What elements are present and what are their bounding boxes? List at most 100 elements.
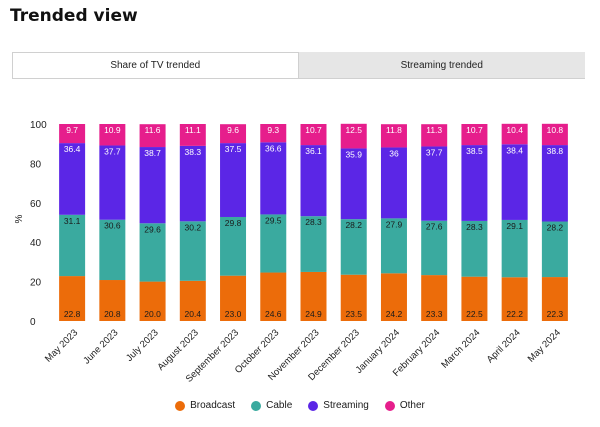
data-label: 23.0 [225, 309, 242, 319]
data-label: 11.6 [145, 125, 161, 135]
x-tick-label: May 2024 [526, 327, 563, 364]
data-label: 36.6 [265, 143, 282, 153]
data-label: 22.5 [466, 309, 483, 319]
legend-item-cable[interactable]: Cable [251, 400, 292, 411]
data-label: 31.1 [64, 216, 81, 226]
bar-segment-cable [541, 221, 568, 278]
bar-segment-broadcast [59, 276, 86, 321]
data-label: 38.8 [547, 146, 564, 156]
data-label: 12.5 [345, 125, 362, 135]
bar-segment-streaming [421, 146, 448, 221]
bar-segment-cable [461, 220, 488, 277]
data-label: 22.2 [506, 309, 523, 319]
data-label: 29.6 [144, 224, 161, 234]
data-label: 24.6 [265, 309, 282, 319]
bar-segment-broadcast [139, 281, 166, 321]
bar-segment-other [421, 124, 448, 147]
bar-segment-broadcast [541, 277, 568, 321]
data-label: 11.1 [185, 125, 201, 135]
tab-bar: Share of TV trended Streaming trended [12, 52, 585, 78]
bar-segment-cable [421, 220, 448, 276]
bar-segment-other [99, 124, 126, 146]
bar-segment-broadcast [421, 275, 448, 321]
data-label: 9.6 [227, 125, 239, 135]
data-label: 27.9 [386, 219, 403, 229]
data-label: 38.7 [144, 148, 161, 158]
data-label: 22.3 [547, 309, 564, 319]
bar-segment-broadcast [340, 274, 367, 321]
bar-segment-streaming [461, 145, 488, 221]
bar-segment-other [139, 124, 166, 148]
y-tick-label: 0 [30, 317, 36, 328]
data-label: 37.7 [426, 147, 443, 157]
data-label: 30.6 [104, 221, 121, 231]
legend-item-streaming[interactable]: Streaming [308, 400, 369, 411]
data-label: 28.2 [547, 223, 564, 233]
legend-cable-swatch [251, 400, 262, 411]
data-label: 10.7 [305, 125, 322, 135]
legend-broadcast-label: Broadcast [190, 400, 236, 411]
bar-segment-broadcast [99, 280, 126, 321]
y-tick-label: 20 [30, 278, 42, 289]
legend-broadcast-swatch [175, 400, 186, 411]
bar-segment-streaming [340, 148, 367, 220]
y-tick-label: 100 [30, 120, 47, 131]
bar-segment-broadcast [260, 272, 287, 321]
data-label: 23.3 [426, 309, 443, 319]
bar-segment-cable [139, 223, 166, 282]
legend-item-other[interactable]: Other [384, 400, 425, 411]
data-label: 30.2 [185, 222, 202, 232]
data-label: 28.3 [466, 222, 483, 232]
bar-segment-broadcast [300, 271, 327, 321]
data-label: 36.4 [64, 144, 81, 154]
tab-streaming-trended[interactable]: Streaming trended [298, 52, 585, 78]
bar-segment-cable [59, 214, 86, 277]
bar-segment-cable [501, 219, 528, 278]
data-label: 9.3 [267, 125, 279, 135]
bar-segment-streaming [300, 145, 327, 217]
chart-legend: Broadcast Cable Streaming Other [0, 400, 600, 411]
data-label: 38.5 [466, 146, 483, 156]
data-label: 10.9 [104, 125, 121, 135]
bar-segment-other [260, 124, 287, 143]
tab-share-of-tv-trended[interactable]: Share of TV trended [12, 52, 299, 78]
legend-item-broadcast[interactable]: Broadcast [175, 400, 235, 411]
bar-segment-other [179, 124, 206, 146]
bar-segment-cable [380, 218, 407, 274]
bar-segment-other [220, 124, 247, 144]
y-tick-label: 40 [30, 238, 42, 249]
bar-segment-cable [99, 219, 126, 281]
data-label: 10.8 [547, 125, 564, 135]
data-label: 29.1 [506, 221, 523, 231]
bar-segment-cable [179, 221, 206, 281]
data-label: 29.8 [225, 218, 242, 228]
data-label: 23.5 [345, 309, 362, 319]
legend-other-label: Other [399, 400, 425, 411]
legend-streaming-label: Streaming [323, 400, 369, 411]
legend-other-swatch [384, 400, 395, 411]
bar-segment-other [380, 124, 407, 148]
bar-segment-broadcast [220, 275, 247, 321]
data-label: 36.1 [305, 146, 322, 156]
bar-segment-other [461, 124, 488, 146]
x-tick-label: July 2023 [124, 327, 161, 364]
bar-segment-streaming [220, 143, 247, 217]
x-tick-label: March 2024 [439, 327, 482, 370]
data-label: 24.2 [386, 309, 403, 319]
bar-segment-streaming [99, 145, 126, 220]
bar-segment-cable [260, 214, 287, 273]
data-label: 11.3 [426, 125, 442, 135]
data-label: 38.4 [506, 145, 523, 155]
y-tick-label: 80 [30, 159, 42, 170]
bar-segment-streaming [501, 144, 528, 220]
data-label: 28.2 [345, 220, 362, 230]
data-label: 11.8 [386, 125, 402, 135]
data-label: 24.9 [305, 309, 322, 319]
data-label: 9.7 [66, 125, 78, 135]
data-label: 36 [389, 148, 399, 158]
data-label: 29.5 [265, 215, 282, 225]
bar-segment-streaming [139, 147, 166, 224]
data-label: 38.3 [185, 147, 202, 157]
legend-cable-label: Cable [266, 400, 293, 411]
